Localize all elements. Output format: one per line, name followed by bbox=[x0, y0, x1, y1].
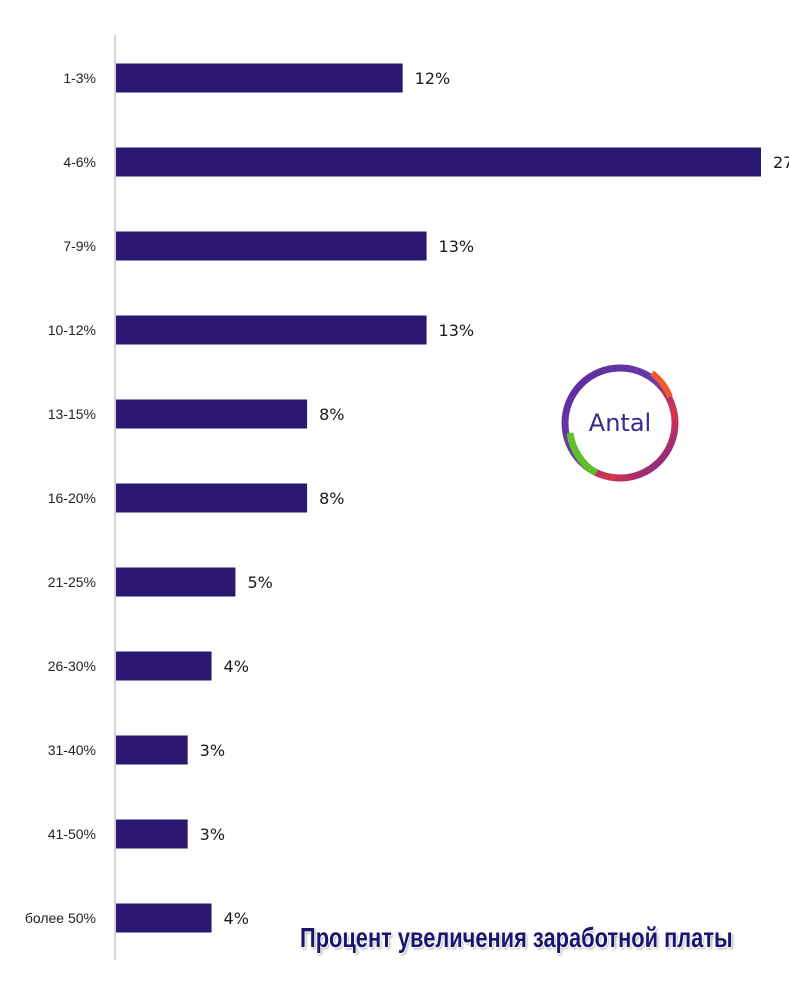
category-tick-label: 1-3% bbox=[63, 70, 96, 86]
bar bbox=[116, 735, 188, 765]
bar bbox=[116, 399, 308, 429]
bar bbox=[116, 231, 427, 261]
data-label: 3% bbox=[200, 741, 225, 760]
category-tick-label: 4-6% bbox=[63, 154, 96, 170]
data-label: 3% bbox=[200, 825, 225, 844]
data-label: 8% bbox=[319, 405, 344, 424]
category-tick-label: 41-50% bbox=[48, 826, 96, 842]
bar bbox=[116, 315, 427, 345]
data-label: 5% bbox=[247, 573, 272, 592]
bar bbox=[116, 63, 403, 93]
data-label: 4% bbox=[224, 909, 249, 928]
logo-text: Antal bbox=[589, 409, 651, 437]
category-tick-label: 26-30% bbox=[48, 658, 96, 674]
bars-group: 1-3% 12% 4-6% 27% 7-9% 13% 10-12% 13% 13-15% 8% 16… bbox=[25, 63, 789, 933]
category-tick-label: 7-9% bbox=[63, 238, 96, 254]
data-label: 13% bbox=[439, 321, 475, 340]
bar bbox=[116, 651, 212, 681]
bar bbox=[116, 903, 212, 933]
antal-logo: Antal bbox=[556, 361, 684, 485]
data-label: 4% bbox=[224, 657, 249, 676]
category-tick-label: 21-25% bbox=[48, 574, 96, 590]
bar bbox=[116, 147, 761, 177]
category-tick-label: 10-12% bbox=[48, 322, 96, 338]
data-label: 27% bbox=[773, 153, 789, 172]
data-label: 8% bbox=[319, 489, 344, 508]
bar bbox=[116, 567, 236, 597]
category-tick-label: более 50% bbox=[25, 910, 96, 926]
data-label: 12% bbox=[415, 69, 451, 88]
bar bbox=[116, 819, 188, 849]
category-tick-label: 13-15% bbox=[48, 406, 96, 422]
category-tick-label: 16-20% bbox=[48, 490, 96, 506]
chart-title: Процент увеличения заработной платы bbox=[300, 922, 733, 953]
bar bbox=[116, 483, 308, 513]
data-label: 13% bbox=[439, 237, 475, 256]
category-tick-label: 31-40% bbox=[48, 742, 96, 758]
